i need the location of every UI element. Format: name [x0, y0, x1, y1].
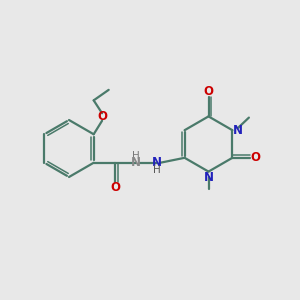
Text: N: N	[203, 171, 214, 184]
Text: O: O	[203, 85, 214, 98]
Text: H: H	[153, 165, 160, 175]
Text: H: H	[132, 151, 140, 161]
Text: N: N	[131, 156, 141, 169]
Text: N: N	[232, 124, 242, 137]
Text: O: O	[110, 181, 120, 194]
Text: N: N	[152, 156, 162, 169]
Text: O: O	[97, 110, 107, 123]
Text: O: O	[251, 151, 261, 164]
